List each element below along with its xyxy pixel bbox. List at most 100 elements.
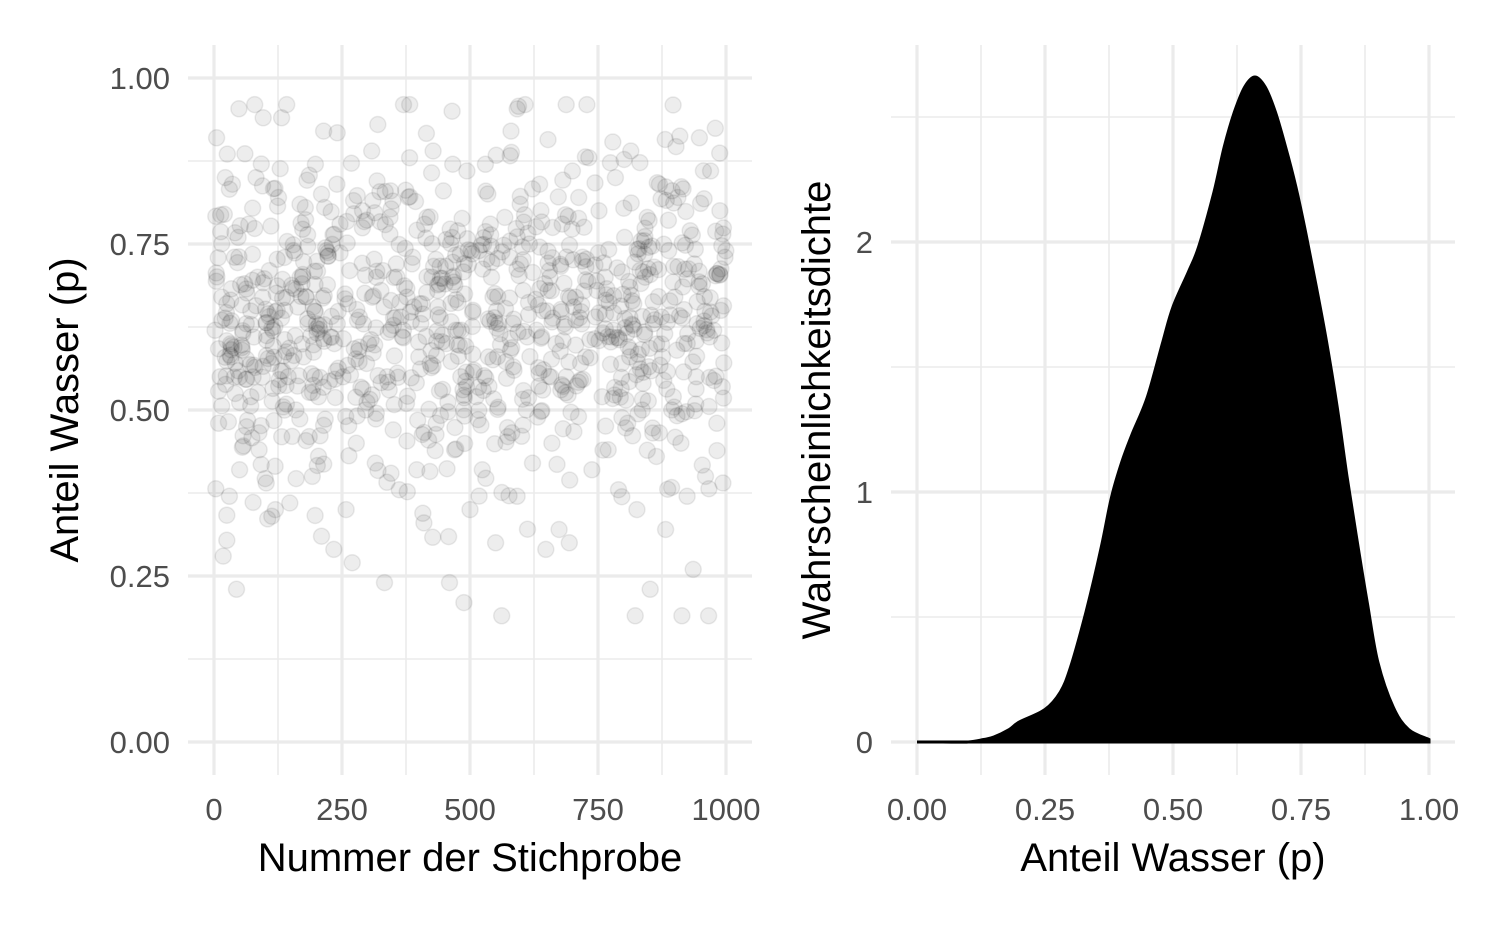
- scatter-point: [223, 175, 242, 193]
- scatter-point: [556, 205, 575, 224]
- scatter-point: [331, 215, 349, 233]
- scatter-point: [272, 428, 291, 446]
- scatter-point: [252, 416, 270, 435]
- scatter-point: [216, 375, 235, 394]
- scatter-point: [622, 142, 640, 160]
- scatter-point: [446, 321, 465, 340]
- scatter-point: [247, 296, 265, 315]
- scatter-point: [362, 142, 381, 160]
- scatter-point: [645, 258, 664, 276]
- scatter-point: [611, 388, 630, 406]
- scatter-point: [302, 364, 321, 383]
- scatter-point: [287, 280, 305, 299]
- scatter-point: [477, 182, 495, 200]
- scatter-point: [225, 368, 244, 386]
- scatter-point: [268, 250, 286, 269]
- scatter-point: [667, 137, 685, 156]
- scatter-point: [304, 336, 323, 354]
- scatter-point: [423, 528, 442, 547]
- scatter-point: [586, 256, 604, 274]
- scatter-point: [664, 194, 683, 212]
- scatter-point: [428, 276, 447, 294]
- scatter-point: [479, 348, 498, 366]
- scatter-point: [508, 100, 526, 118]
- scatter-point: [364, 344, 382, 362]
- density-x-tick-labels: 0.00 0.25 0.50 0.75 1.00: [887, 792, 1459, 827]
- scatter-point: [212, 397, 231, 415]
- scatter-point: [410, 348, 428, 366]
- scatter-point: [260, 307, 278, 326]
- scatter-point: [631, 153, 649, 172]
- scatter-point: [326, 388, 345, 407]
- scatter-point: [221, 335, 240, 353]
- scatter-point: [500, 289, 519, 307]
- scatter-point: [279, 368, 297, 386]
- scatter-gridlines: [188, 45, 752, 775]
- scatter-point: [250, 423, 268, 442]
- scatter-point: [523, 454, 542, 472]
- scatter-point: [266, 303, 284, 321]
- scatter-point: [350, 352, 368, 371]
- scatter-point: [656, 130, 674, 149]
- scatter-y-tick-label: 0.00: [110, 725, 170, 760]
- scatter-point: [701, 162, 720, 180]
- scatter-point: [255, 269, 274, 288]
- scatter-point: [294, 253, 313, 271]
- scatter-point: [291, 410, 309, 428]
- scatter-point: [310, 320, 329, 339]
- scatter-point: [381, 182, 400, 200]
- scatter-point: [702, 307, 721, 325]
- scatter-point: [590, 202, 608, 220]
- scatter-point: [605, 386, 624, 404]
- scatter-point: [321, 328, 340, 346]
- scatter-point: [357, 211, 376, 229]
- scatter-point: [363, 288, 382, 306]
- scatter-point: [552, 300, 570, 319]
- scatter-point: [677, 202, 695, 221]
- scatter-point: [220, 180, 239, 198]
- scatter-point: [511, 187, 530, 206]
- scatter-point: [284, 279, 302, 297]
- scatter-point: [655, 324, 674, 343]
- scatter-point: [273, 289, 292, 307]
- scatter-point: [250, 441, 268, 459]
- scatter-point: [398, 279, 416, 298]
- scatter-point: [527, 321, 546, 340]
- scatter-point: [620, 348, 639, 366]
- scatter-point: [212, 288, 231, 306]
- scatter-point: [312, 527, 331, 545]
- scatter-point: [277, 288, 296, 307]
- scatter-point: [600, 293, 618, 312]
- scatter-point: [384, 316, 403, 335]
- scatter-point: [478, 250, 496, 268]
- scatter-point: [398, 288, 416, 306]
- scatter-point: [459, 255, 478, 274]
- scatter-point: [496, 299, 515, 318]
- scatter-point: [661, 306, 680, 324]
- scatter-point: [303, 383, 322, 402]
- scatter-point: [450, 336, 469, 355]
- scatter-point: [640, 211, 658, 230]
- scatter-point: [708, 264, 726, 283]
- scatter-point: [454, 381, 472, 399]
- scatter-point: [646, 310, 664, 329]
- scatter-point: [514, 416, 532, 434]
- scatter-point: [297, 431, 315, 450]
- scatter-point: [693, 275, 712, 293]
- scatter-point: [298, 237, 317, 256]
- scatter-point: [369, 115, 387, 134]
- scatter-point: [461, 500, 479, 519]
- scatter-point: [229, 228, 247, 247]
- scatter-point: [642, 306, 660, 324]
- scatter-point: [691, 194, 710, 213]
- scatter-point: [462, 241, 481, 260]
- scatter-point: [541, 268, 559, 287]
- scatter-point: [293, 220, 312, 239]
- scatter-point: [532, 328, 551, 346]
- scatter-point: [441, 220, 459, 238]
- scatter-point: [467, 387, 485, 406]
- scatter-point: [649, 287, 668, 306]
- scatter-point: [384, 309, 403, 327]
- scatter-point: [448, 221, 467, 240]
- scatter-point: [528, 408, 547, 426]
